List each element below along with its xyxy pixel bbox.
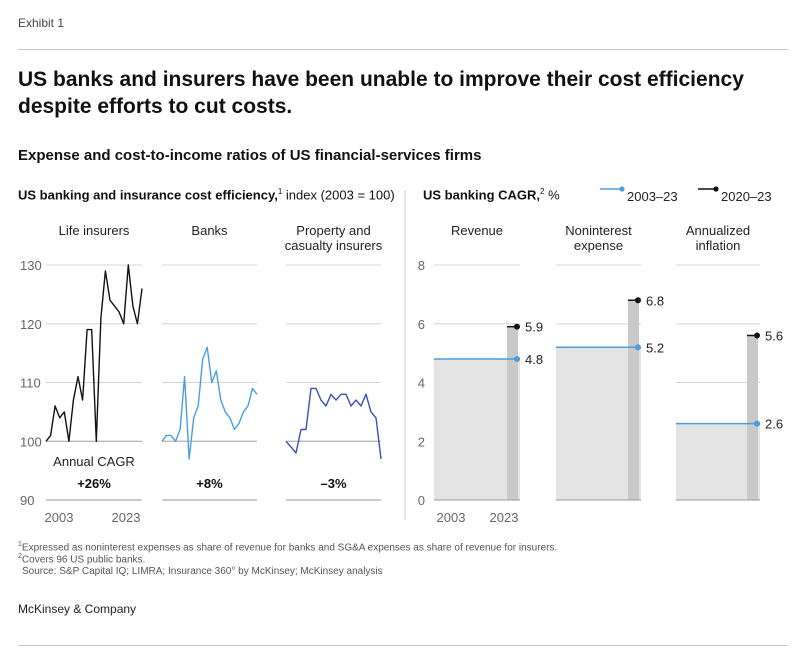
bar-2020-23: [747, 335, 758, 500]
area-2003-23: [676, 423, 760, 500]
title-line-2: despite efforts to cut costs.: [18, 95, 293, 118]
footnote-1-sup: 1: [18, 541, 22, 548]
panel-title-line-2: inflation: [696, 238, 741, 253]
value-label-2003-23: 2.6: [765, 417, 783, 432]
cagr-label-background: [286, 452, 381, 492]
right-section-unit: %: [544, 187, 560, 203]
right-section-title: US banking CAGR,2 %: [423, 187, 560, 202]
cagr-label-background: [46, 452, 142, 492]
right-section-name: US banking CAGR,: [423, 187, 541, 203]
marker-2003-23: [514, 356, 520, 362]
bar-2020-23: [507, 326, 518, 500]
y-tick-label: 90: [20, 493, 34, 508]
title-line-1: US banks and insurers have been unable t…: [18, 68, 744, 91]
left-section-name: US banking and insurance cost efficiency…: [18, 187, 278, 203]
value-label-2020-23: 6.8: [646, 293, 664, 308]
left-section-title: US banking and insurance cost efficiency…: [18, 187, 395, 202]
panel-title-line-2: expense: [574, 238, 623, 253]
y-tick-label: 8: [418, 258, 425, 273]
marker-2020-23: [635, 297, 641, 304]
value-label-2003-23: 5.2: [646, 340, 664, 355]
y-tick-label: 110: [20, 376, 41, 391]
x-tick-label: 2023: [112, 510, 141, 525]
bar-2020-23: [628, 300, 639, 500]
legend-dot-2020-23: [713, 186, 719, 192]
x-tick-label: 2003: [437, 510, 466, 525]
panel-title: Revenue: [451, 223, 503, 238]
legend-label: 2020–23: [721, 189, 772, 204]
legend-dot-2003-23: [619, 186, 625, 192]
source-note: Source: S&P Capital IQ; LIMRA; Insurance…: [22, 566, 383, 577]
footnote-1-text: Expressed as noninterest expenses as sha…: [21, 542, 558, 554]
series-line: [161, 346, 258, 460]
y-tick-label: 100: [20, 434, 42, 449]
bottom-divider: [18, 645, 788, 646]
panel-title-line-1: Property and: [296, 223, 370, 238]
left-section-unit: index (2003 = 100): [282, 187, 395, 203]
footnote-2-sup: 2: [18, 553, 22, 560]
panel-title: Banks: [191, 223, 228, 238]
cagr-value: +8%: [196, 476, 223, 491]
area-2003-23: [556, 347, 641, 500]
y-tick-label: 0: [418, 493, 425, 508]
panel-title-line-1: Noninterest: [565, 223, 632, 238]
panel-title: Life insurers: [59, 223, 130, 238]
panel-title-line-1: Annualized: [686, 223, 750, 238]
cagr-value: –3%: [320, 476, 346, 491]
y-tick-label: 4: [418, 376, 425, 391]
x-tick-label: 2003: [45, 510, 74, 525]
y-tick-label: 2: [418, 434, 425, 449]
y-tick-label: 6: [418, 317, 425, 332]
value-label-2020-23: 5.9: [525, 320, 543, 335]
marker-2020-23: [754, 332, 760, 339]
footnote-2-text: Covers 96 US public banks.: [21, 554, 146, 566]
series-line: [285, 387, 382, 459]
marker-2003-23: [635, 344, 641, 351]
page-title: US banks and insurers have been unable t…: [18, 66, 778, 120]
panel-title-line-2: casualty insurers: [285, 238, 383, 253]
brand-name: McKinsey & Company: [18, 602, 137, 616]
cagr-caption: Annual CAGR: [53, 454, 135, 469]
cagr-label-background: [162, 452, 257, 492]
right-section-sup: 2: [540, 187, 545, 196]
exhibit-label: Exhibit 1: [18, 16, 65, 30]
footnote-1: 1Expressed as noninterest expenses as sh…: [18, 541, 557, 553]
y-tick-label: 120: [20, 317, 42, 332]
y-tick-label: 130: [20, 258, 42, 273]
chart-subtitle: Expense and cost-to-income ratios of US …: [18, 147, 482, 164]
marker-2020-23: [514, 323, 520, 330]
footnote-2: 2Covers 96 US public banks.: [18, 553, 145, 565]
top-divider: [18, 49, 788, 50]
left-section-sup: 1: [277, 187, 283, 196]
legend-label: 2003–23: [627, 189, 678, 204]
area-2003-23: [434, 359, 520, 500]
x-tick-label: 2023: [490, 510, 519, 525]
value-label-2003-23: 4.8: [525, 352, 543, 367]
cagr-value: +26%: [77, 476, 111, 491]
marker-2003-23: [754, 420, 760, 427]
series-line: [45, 264, 143, 442]
value-label-2020-23: 5.6: [765, 329, 783, 344]
